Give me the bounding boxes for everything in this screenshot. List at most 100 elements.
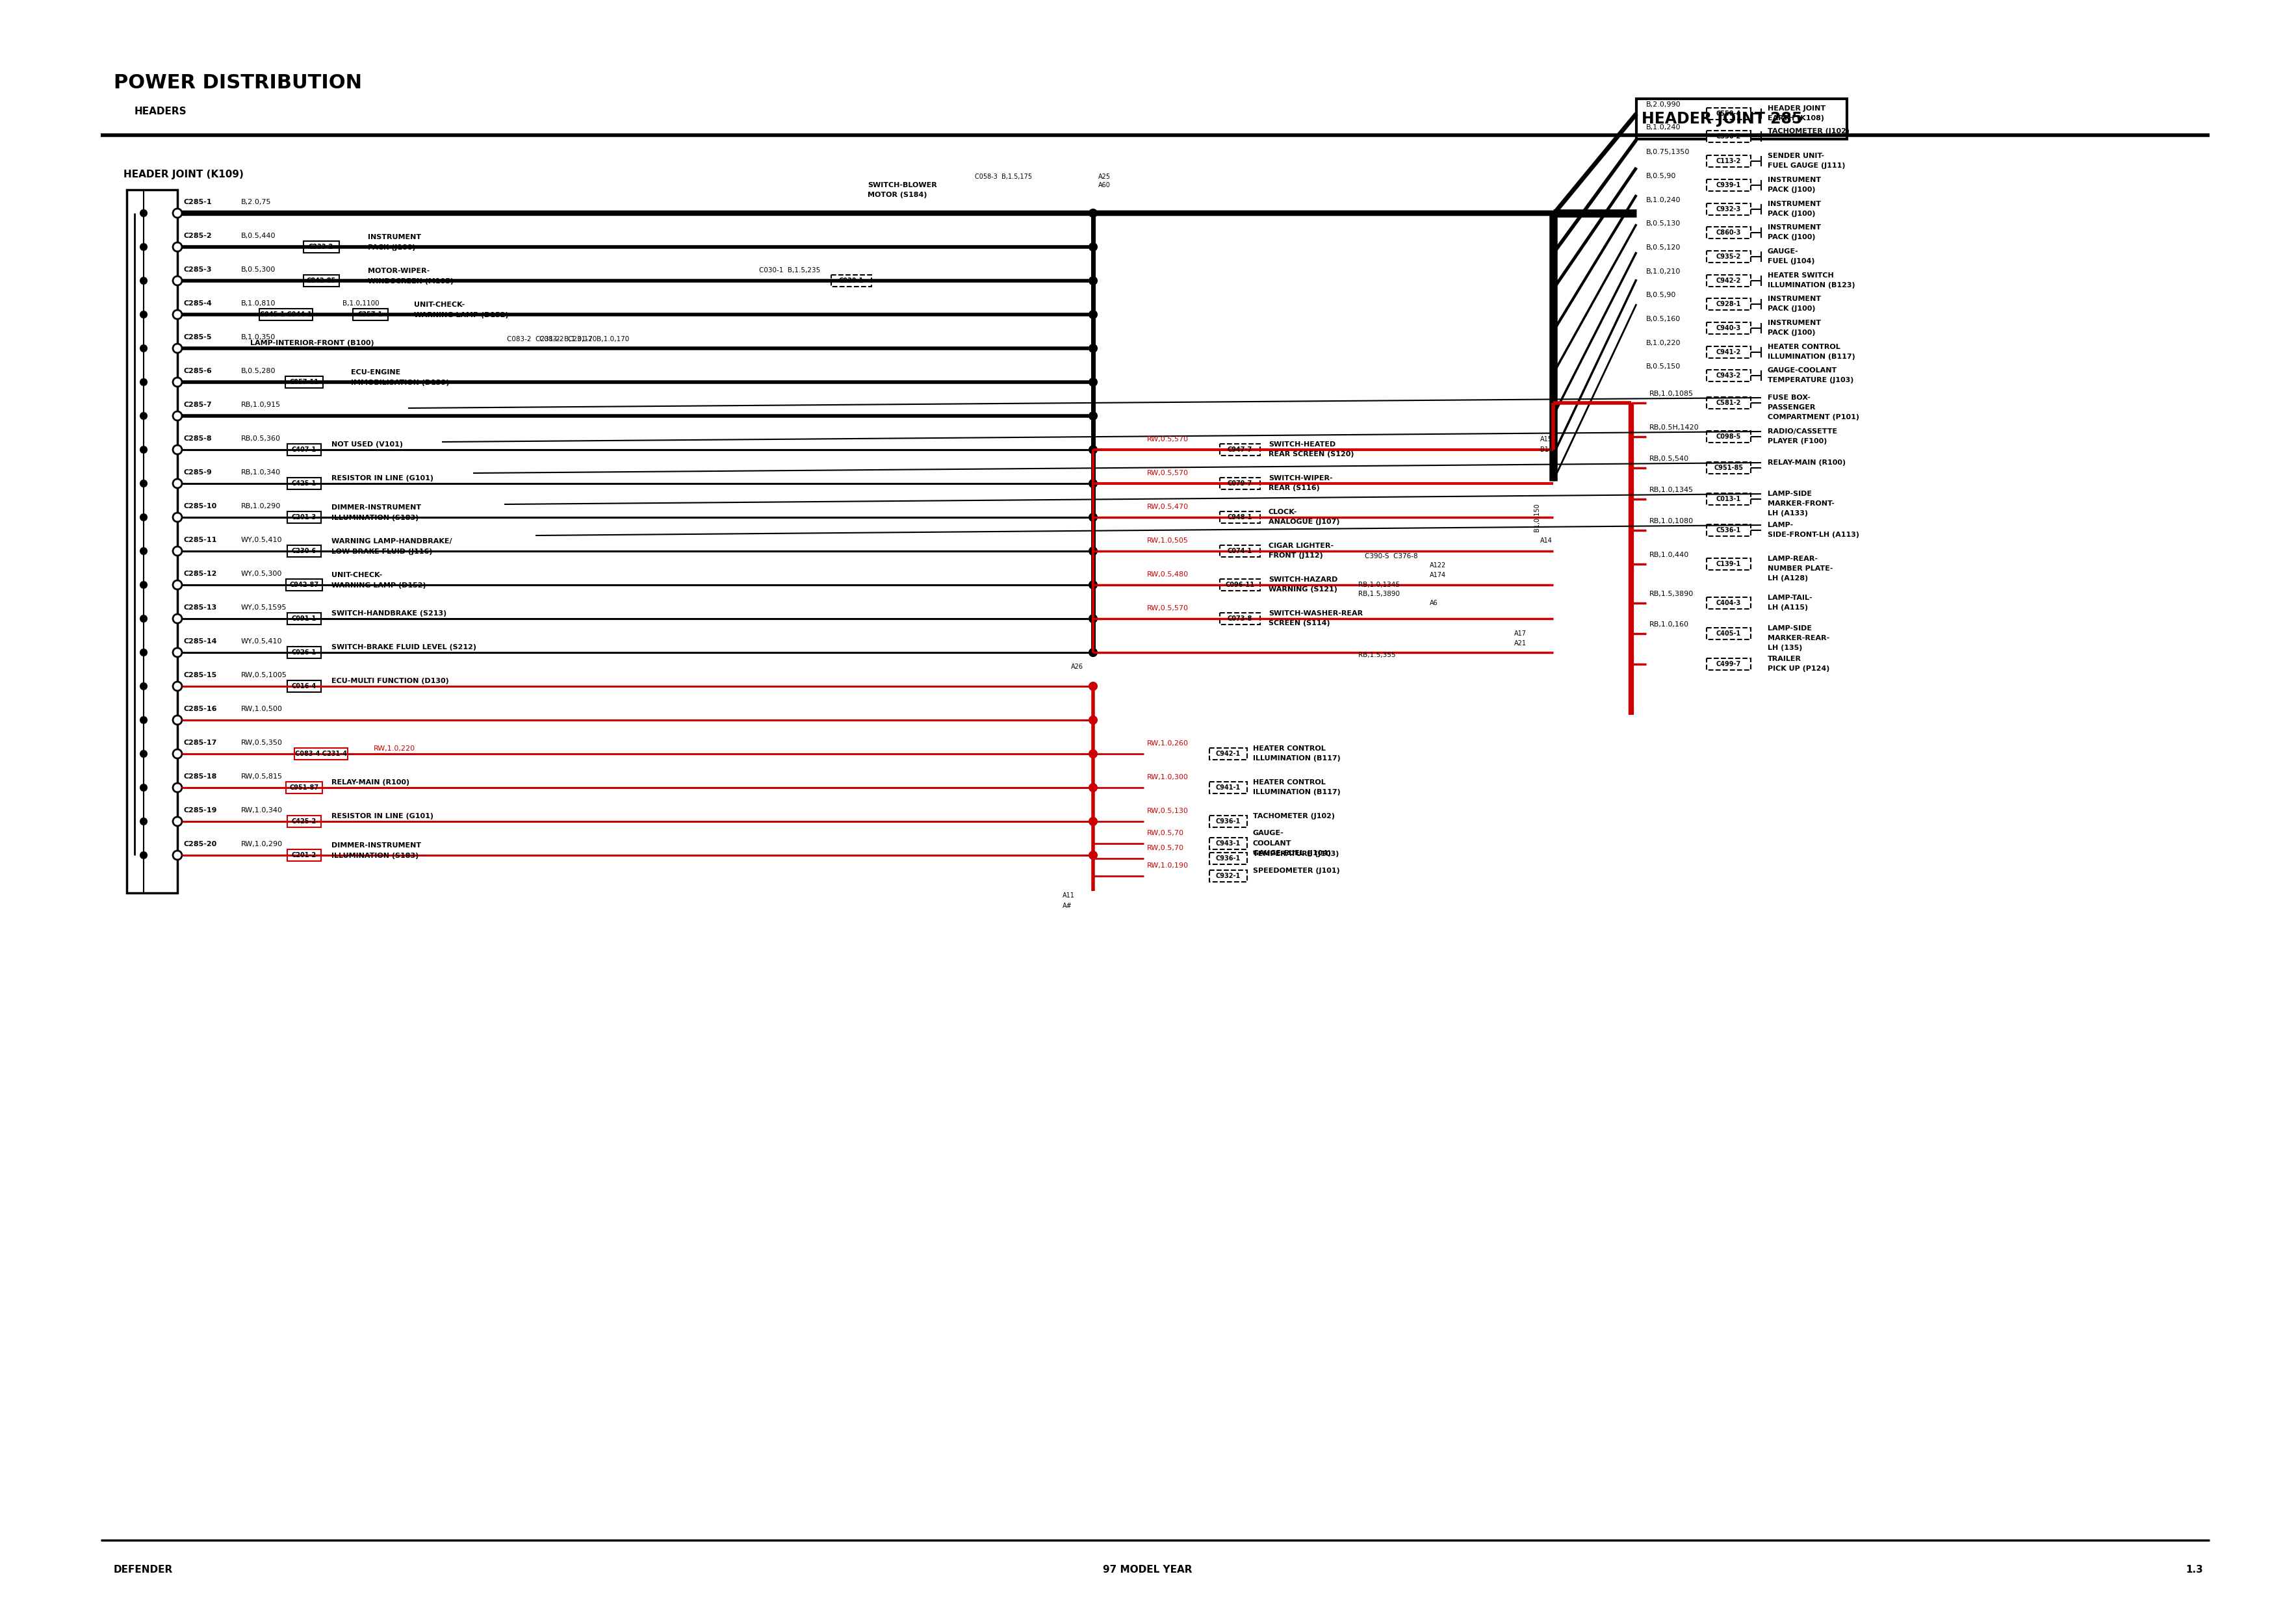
- Bar: [287, 815, 321, 828]
- Bar: [287, 612, 321, 625]
- Circle shape: [172, 445, 181, 454]
- Circle shape: [172, 478, 181, 488]
- Text: PACK (J100): PACK (J100): [1768, 330, 1816, 337]
- Text: C942-1: C942-1: [1217, 751, 1240, 757]
- Text: C030-1: C030-1: [838, 277, 863, 284]
- Text: C842-85: C842-85: [305, 277, 335, 284]
- Text: RW,0.5,570: RW,0.5,570: [1148, 437, 1189, 443]
- Text: C285-11: C285-11: [184, 536, 218, 543]
- Circle shape: [1088, 277, 1097, 285]
- Text: C079-7: C079-7: [1228, 480, 1251, 487]
- Text: RW,1.0,500: RW,1.0,500: [241, 706, 282, 712]
- Text: A11: A11: [1063, 892, 1075, 899]
- Text: C057-11: C057-11: [289, 379, 319, 385]
- Bar: [1706, 155, 1752, 168]
- Text: EARTH (K108): EARTH (K108): [1768, 114, 1825, 121]
- Text: FRONT (J112): FRONT (J112): [1270, 553, 1322, 559]
- Text: LAMP-REAR-: LAMP-REAR-: [1768, 556, 1818, 562]
- Text: A25: A25: [1097, 174, 1111, 180]
- Circle shape: [172, 208, 181, 217]
- Text: C936-1: C936-1: [1217, 855, 1240, 862]
- Circle shape: [172, 411, 181, 420]
- Text: PASSENGER: PASSENGER: [1768, 404, 1816, 411]
- Text: SIDE-FRONT-LH (A113): SIDE-FRONT-LH (A113): [1768, 532, 1860, 538]
- Bar: [1706, 298, 1752, 309]
- Text: SWITCH-BRAKE FLUID LEVEL (S212): SWITCH-BRAKE FLUID LEVEL (S212): [331, 644, 475, 651]
- Text: C083-2  C231-2  B,1.0,170: C083-2 C231-2 B,1.0,170: [540, 337, 629, 343]
- Text: A26: A26: [1070, 664, 1084, 670]
- Circle shape: [172, 242, 181, 251]
- Text: C091-1: C091-1: [292, 615, 317, 622]
- Text: B,1.0,350: B,1.0,350: [241, 333, 276, 340]
- Text: IMMOBILISATION (D139): IMMOBILISATION (D139): [351, 380, 450, 387]
- Text: RW,0.5,70: RW,0.5,70: [1148, 844, 1185, 851]
- Text: RB,0.5,360: RB,0.5,360: [241, 435, 280, 441]
- Text: LAMP-SIDE: LAMP-SIDE: [1768, 625, 1812, 632]
- Text: LAMP-TAIL-: LAMP-TAIL-: [1768, 594, 1812, 601]
- Text: HEATER CONTROL: HEATER CONTROL: [1254, 780, 1325, 786]
- Text: WARNING LAMP (D152): WARNING LAMP (D152): [331, 582, 427, 588]
- Text: B,1.0,240: B,1.0,240: [1646, 124, 1681, 130]
- Text: C285-8: C285-8: [184, 435, 211, 441]
- Bar: [287, 545, 321, 557]
- Text: DEFENDER: DEFENDER: [115, 1564, 172, 1574]
- Text: C941-2: C941-2: [1715, 350, 1740, 356]
- Bar: [259, 309, 312, 321]
- Text: RW,1.0,340: RW,1.0,340: [241, 807, 282, 814]
- Text: B,1.0,810: B,1.0,810: [241, 300, 276, 306]
- Text: RW,1.0,300: RW,1.0,300: [1148, 773, 1189, 780]
- Text: C285-3: C285-3: [184, 266, 211, 272]
- Bar: [1219, 578, 1261, 591]
- Text: RADIO/CASSETTE: RADIO/CASSETTE: [1768, 429, 1837, 435]
- Circle shape: [140, 548, 147, 554]
- Text: A14: A14: [1541, 538, 1552, 545]
- Circle shape: [172, 817, 181, 826]
- Text: B,1.0,240: B,1.0,240: [1646, 197, 1681, 203]
- Circle shape: [172, 783, 181, 793]
- Text: C096-11: C096-11: [1226, 582, 1254, 588]
- Text: C074-1: C074-1: [1228, 548, 1251, 554]
- Bar: [354, 309, 388, 321]
- Text: HEADER JOINT 285: HEADER JOINT 285: [1642, 111, 1802, 127]
- Text: RW,1.0,505: RW,1.0,505: [1148, 538, 1189, 545]
- Text: C404-3: C404-3: [1715, 599, 1740, 606]
- Text: C941-1: C941-1: [1217, 785, 1240, 791]
- Bar: [1706, 493, 1752, 504]
- Bar: [1706, 179, 1752, 192]
- Text: LH (A128): LH (A128): [1768, 575, 1809, 582]
- Text: C425-2: C425-2: [292, 818, 317, 825]
- Bar: [1219, 511, 1261, 524]
- Bar: [1210, 815, 1247, 828]
- Bar: [1706, 659, 1752, 670]
- Circle shape: [140, 480, 147, 487]
- Text: C939-1: C939-1: [1715, 182, 1740, 188]
- Text: RW,0.5,570: RW,0.5,570: [1148, 606, 1189, 612]
- Text: 97 MODEL YEAR: 97 MODEL YEAR: [1102, 1564, 1192, 1574]
- Text: C928-1: C928-1: [1715, 301, 1740, 308]
- Bar: [1706, 430, 1752, 443]
- Circle shape: [1088, 480, 1097, 488]
- Text: RB,1.0,290: RB,1.0,290: [241, 503, 280, 509]
- Bar: [1210, 838, 1247, 849]
- Text: RB,1.0,1085: RB,1.0,1085: [1649, 390, 1694, 396]
- Text: C945-1 C944-1: C945-1 C944-1: [259, 311, 312, 317]
- Circle shape: [1088, 817, 1097, 825]
- Text: DIMMER-INSTRUMENT: DIMMER-INSTRUMENT: [331, 843, 420, 849]
- Text: C499-7: C499-7: [1715, 661, 1740, 667]
- Text: C536-2: C536-2: [1715, 134, 1740, 140]
- Circle shape: [172, 377, 181, 387]
- Text: INSTRUMENT: INSTRUMENT: [1768, 224, 1821, 230]
- Circle shape: [172, 749, 181, 759]
- Text: C201-2: C201-2: [292, 852, 317, 859]
- Text: HEATER SWITCH: HEATER SWITCH: [1768, 272, 1835, 279]
- Text: RB,0.5H,1420: RB,0.5H,1420: [1649, 424, 1699, 430]
- Text: INSTRUMENT: INSTRUMENT: [1768, 296, 1821, 303]
- Bar: [287, 781, 321, 794]
- Circle shape: [140, 852, 147, 859]
- Text: LH (A133): LH (A133): [1768, 511, 1807, 517]
- Text: WARNING LAMP (D152): WARNING LAMP (D152): [413, 313, 510, 319]
- Text: ILLUMINATION (B117): ILLUMINATION (B117): [1254, 789, 1341, 796]
- Text: C942-2: C942-2: [1715, 277, 1740, 284]
- Bar: [1219, 477, 1261, 490]
- Text: HEADERS: HEADERS: [135, 106, 186, 116]
